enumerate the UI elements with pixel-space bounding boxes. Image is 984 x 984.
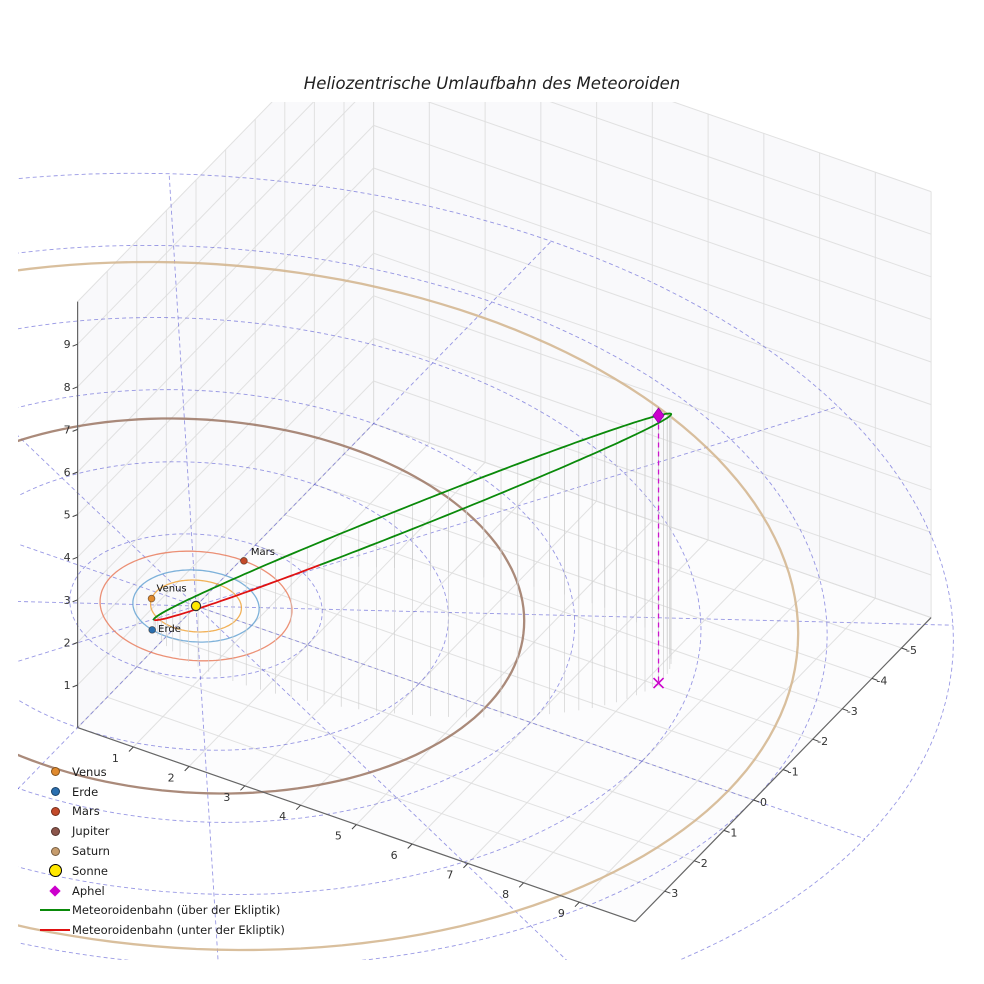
legend-marker-icon [38,826,72,836]
legend-label: Erde [72,784,99,799]
dot-icon [50,826,60,836]
legend-label: Saturn [72,844,110,859]
legend-item-meteoroidenbahn: Meteoroidenbahn (unter der Ekliptik) [38,920,285,940]
legend-item-mars: Mars [38,802,285,822]
legend-marker-icon [38,767,72,777]
legend-label: Mars [72,804,100,819]
dot-icon [50,846,60,856]
meteoroid-path-above [152,412,673,621]
jupiter-orbit [18,417,526,795]
tick-marks [72,343,908,908]
x-tick-label: 2 [168,771,175,784]
venus-label: Venus [157,584,187,595]
y-tick-label: -5 [906,644,917,657]
line-icon [40,929,70,932]
x-tick-label: 4 [279,810,286,823]
legend-label: Venus [72,764,107,779]
aphel-diamond [652,407,665,424]
meteoroid-path-below [153,617,167,621]
legend-label: Jupiter [72,824,110,839]
legend-item-sonne: Sonne [38,861,285,881]
z-tick-label: 1 [64,679,71,692]
tick-labels: 1 2 3 4 5 6 7 8 9 -5 -4 -3 -2 -1 0 1 2 3 1 2 3 4 5 6 7 8 9 [64,338,917,920]
legend-item-erde: Erde [38,782,285,802]
saturn-orbit [18,260,800,952]
meteoroid-path-below [166,564,321,620]
legend-label: Meteoroidenbahn (unter der Ekliptik) [72,923,285,938]
z-tick-label: 5 [64,509,71,522]
legend-marker-icon [38,846,72,856]
legend-marker-icon [38,806,72,816]
stem-lines [153,413,672,718]
panes [77,102,932,922]
venus-point [147,594,156,603]
x-tick-label: 7 [446,868,453,881]
z-tick-label: 2 [64,636,71,649]
plot-title: Heliozentrische Umlaufbahn des Meteoroid… [303,74,681,93]
aphel-group [652,415,665,689]
x-tick-label: 8 [502,888,509,901]
y-tick-label: -3 [847,705,858,718]
legend-item-aphel: Aphel [38,881,285,901]
legend-item-meteoroidenbahn: Meteoroidenbahn (über der Ekliptik) [38,901,285,921]
legend: Venus Erde Mars Jupiter Saturn Sonne Aphel Mete… [38,762,285,940]
y-tick-label: -1 [788,766,799,779]
dot-icon [50,767,60,777]
z-tick-label: 9 [64,338,71,351]
aphel-ground-x [652,677,665,689]
erde-label: Erde [158,624,181,635]
legend-item-venus: Venus [38,762,285,782]
polar-ring [18,389,576,823]
legend-marker-icon [38,909,72,912]
legend-item-jupiter: Jupiter [38,821,285,841]
y-tick-label: 2 [701,857,708,870]
x-tick-label: 9 [558,907,565,920]
legend-label: Aphel [72,883,105,898]
dot-icon [50,806,60,816]
x-tick-label: 6 [391,849,398,862]
circle-large-icon [48,864,62,878]
z-tick-label: 4 [64,551,71,564]
legend-marker-icon [38,864,72,878]
legend-label: Meteoroidenbahn (über der Ekliptik) [72,903,281,918]
erde-point [148,626,156,634]
x-tick-label: 1 [112,752,119,765]
legend-marker-icon [38,929,72,932]
y-tick-label: -2 [817,735,828,748]
dot-icon [50,787,60,797]
planet-points: Venus Erde Mars [147,547,275,635]
z-tick-label: 6 [64,466,71,479]
z-tick-label: 8 [64,381,71,394]
y-tick-label: 3 [671,887,678,900]
axes-3d: Venus Erde Mars [18,102,954,960]
x-tick-label: 5 [335,830,342,843]
meteoroid-trajectory [152,412,673,621]
y-tick-label: -4 [876,674,887,687]
diamond-icon [49,885,61,897]
legend-item-saturn: Saturn [38,841,285,861]
y-tick-label: 0 [760,796,767,809]
z-tick-label: 7 [64,423,71,436]
axis-decorations: 1 2 3 4 5 6 7 8 9 -5 -4 -3 -2 -1 0 1 2 3 1 2 3 4 5 6 7 8 9 [64,301,932,923]
legend-label: Sonne [72,863,108,878]
sun-marker [190,600,202,612]
x-tick-label: 3 [223,791,230,804]
y-tick-label: 1 [730,826,737,839]
z-tick-label: 3 [64,594,71,607]
line-icon [40,909,70,912]
mars-label: Mars [251,547,275,558]
mars-point [240,557,248,565]
legend-marker-icon [38,885,72,897]
legend-marker-icon [38,787,72,797]
venus-orbit [149,579,243,633]
